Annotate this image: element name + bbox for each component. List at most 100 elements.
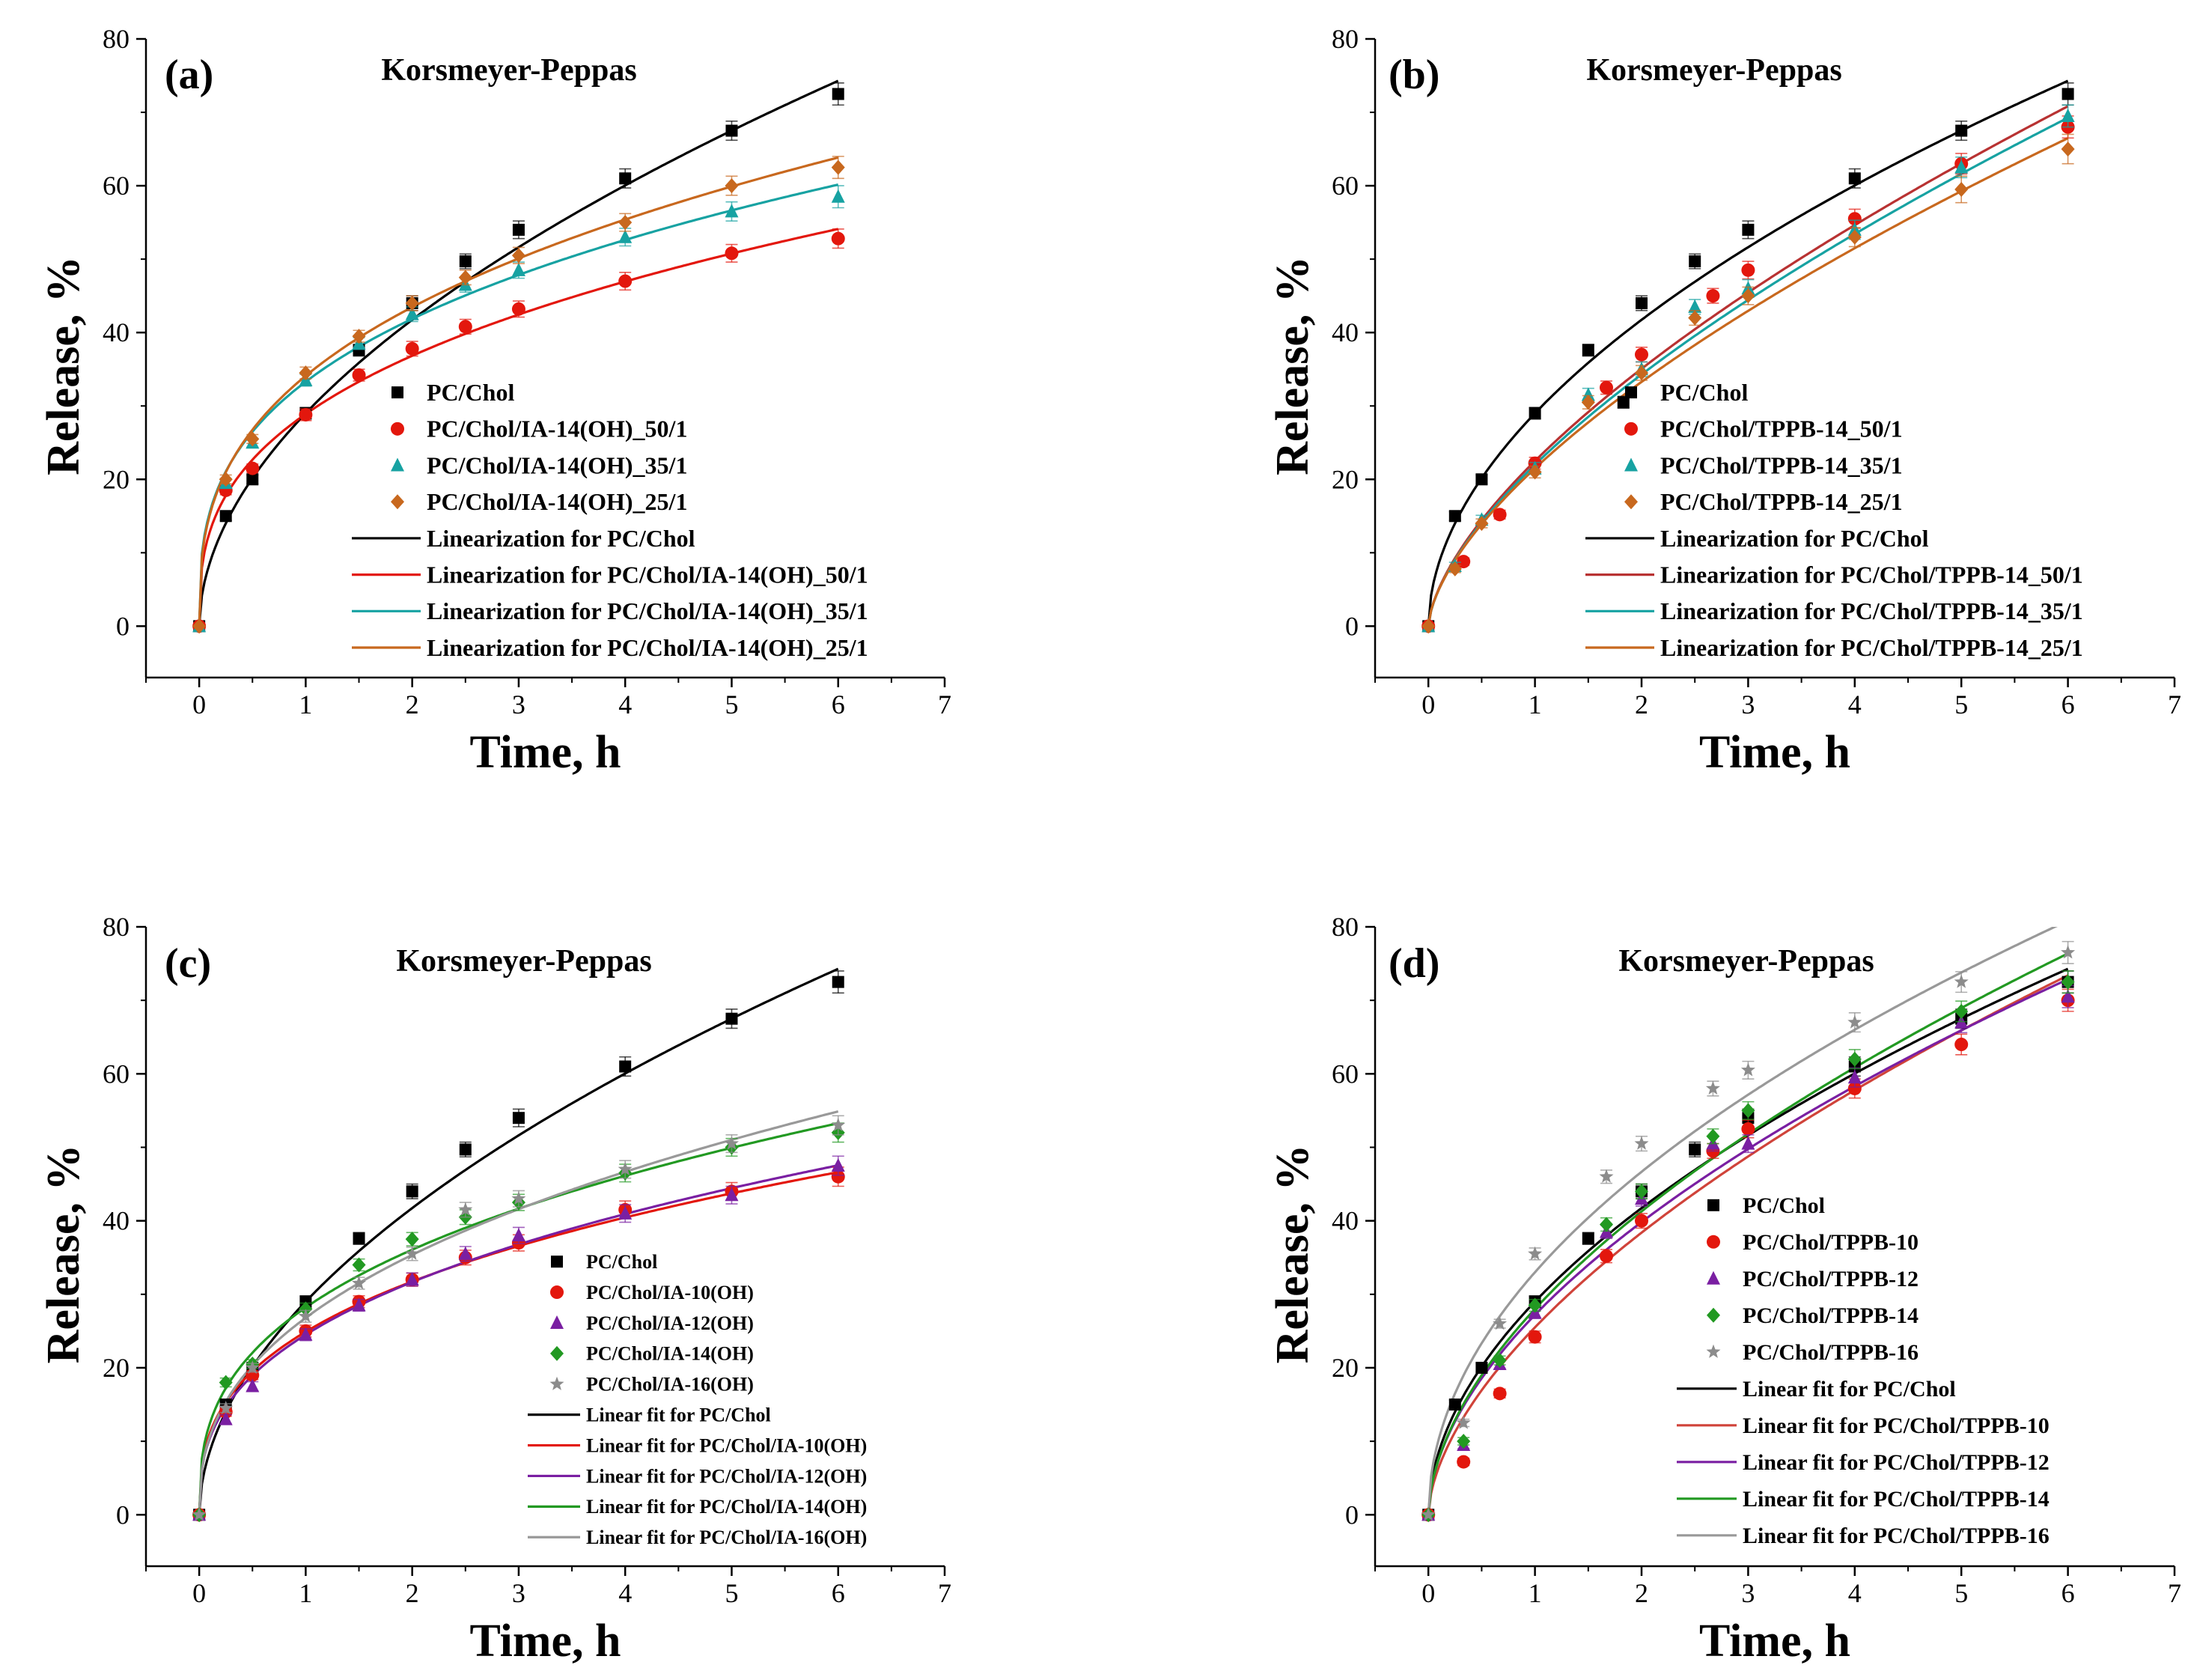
legend-label: Linearization for PC/Chol/TPPB-14_25/1 (1660, 634, 2083, 661)
x-tick-label: 3 (512, 690, 525, 719)
series-pc-chol-tppb-16 (1421, 940, 2076, 1521)
data-point (245, 1360, 260, 1375)
legend-marker (550, 1345, 564, 1361)
data-point (831, 159, 845, 175)
legend-marker (391, 494, 404, 510)
data-point (1688, 310, 1702, 326)
fit-line-linearization-for-pc-chol-tppb-14-25-1 (1427, 137, 2069, 627)
legend-label: PC/Chol/TPPB-10 (1743, 1230, 1919, 1255)
data-point (2061, 88, 2074, 100)
legend-marker (1707, 1307, 1720, 1323)
x-tick-label: 4 (1848, 690, 1862, 719)
data-point (458, 320, 472, 334)
legend-marker (1707, 1270, 1720, 1285)
data-point (1741, 288, 1755, 304)
legend-label: Linear fit for PC/Chol/TPPB-12 (1743, 1450, 2050, 1475)
data-point (1448, 510, 1461, 523)
panel-a: 0 1 2 3 4 5 6 7 0 20 40 60 80 Time, h Release, % (a) Kor… (38, 24, 951, 778)
data-point (1847, 1081, 1862, 1095)
data-point (1847, 1014, 1862, 1029)
legend-marker (1625, 386, 1637, 399)
data-point (405, 1232, 419, 1247)
legend-label: PC/Chol/IA-12(OH) (586, 1312, 754, 1334)
data-point (298, 1309, 313, 1323)
data-point (832, 976, 844, 988)
y-tick-label: 0 (1345, 611, 1359, 641)
series-pc-chol-ia-14-oh-25-1 (192, 156, 845, 634)
legend-marker (551, 1256, 563, 1268)
data-point (1448, 1399, 1461, 1411)
data-point (2061, 141, 2075, 157)
legend-label: PC/Chol/TPPB-12 (1743, 1267, 1919, 1291)
data-point (1689, 255, 1701, 268)
data-point (219, 472, 233, 487)
legend-marker (550, 1315, 564, 1329)
x-axis-label: Time, h (1699, 727, 1850, 778)
data-point (512, 1112, 525, 1124)
data-point (831, 1169, 845, 1184)
legend-label: Linearization for PC/Chol/IA-14(OH)_25/1 (427, 634, 868, 661)
series-pc-chol-ia-16-oh (192, 1115, 846, 1521)
data-point (1600, 380, 1614, 395)
data-point (2061, 945, 2076, 959)
data-point (1421, 1507, 1436, 1521)
data-point (246, 431, 260, 447)
y-tick-label: 0 (1345, 1500, 1359, 1530)
data-point (618, 1205, 633, 1220)
data-point (1581, 395, 1595, 410)
legend-label: Linear fit for PC/Chol/TPPB-14 (1743, 1487, 2050, 1512)
fit-line-linear-fit-for-pc-chol-ia-12-oh (198, 1164, 839, 1515)
x-tick-label: 2 (1635, 690, 1648, 719)
legend: PC/Chol PC/Chol/TPPB-14_50/1 PC/Chol/TPPB-… (1585, 379, 2083, 661)
data-point (352, 1297, 366, 1312)
x-tick-label: 2 (1635, 1578, 1648, 1608)
data-point (1741, 263, 1755, 277)
data-point (459, 255, 472, 268)
x-tick-label: 4 (618, 690, 632, 719)
data-point (2061, 108, 2075, 122)
x-tick-label: 7 (938, 1578, 951, 1608)
legend-label: Linear fit for PC/Chol/IA-14(OH) (586, 1496, 867, 1518)
chart-title: Korsmeyer-Peppas (396, 944, 651, 979)
data-point (1456, 1415, 1471, 1429)
x-tick-label: 5 (1954, 690, 1968, 719)
data-point (299, 365, 313, 381)
legend-label: Linear fit for PC/Chol/IA-16(OH) (586, 1527, 867, 1548)
legend-label: PC/Chol/IA-14(OH)_35/1 (427, 451, 687, 478)
x-tick-label: 7 (938, 690, 951, 719)
data-point (1705, 1081, 1720, 1095)
y-tick-label: 80 (1332, 24, 1359, 54)
series-pc-chol-tppb-14-50-1 (1421, 115, 2075, 633)
y-tick-label: 20 (1332, 1353, 1359, 1383)
x-tick-label: 3 (1741, 690, 1755, 719)
data-point (1741, 1103, 1755, 1119)
data-point (831, 231, 845, 246)
data-point (1581, 387, 1595, 401)
x-tick-label: 1 (299, 1578, 312, 1608)
x-tick-label: 1 (1529, 690, 1542, 719)
x-tick-label: 5 (725, 690, 738, 719)
legend-label: Linear fit for PC/Chol/IA-10(OH) (586, 1434, 867, 1456)
data-point (1529, 407, 1541, 420)
x-tick-label: 4 (618, 1578, 632, 1608)
data-point (725, 1187, 739, 1202)
chart-title: Korsmeyer-Peppas (1618, 944, 1874, 979)
panel-c: 0 1 2 3 4 5 6 7 0 20 40 60 80 Time, h Release, % (c) Kor… (38, 912, 951, 1667)
data-point (1582, 344, 1594, 356)
data-point (1954, 1003, 1969, 1019)
data-point (1636, 296, 1648, 309)
y-tick-label: 80 (103, 912, 129, 942)
legend-label: PC/Chol/IA-16(OH) (586, 1374, 754, 1396)
data-point (2061, 989, 2075, 1003)
legend-marker (1624, 421, 1638, 436)
series-pc-chol-ia-12-oh (192, 1155, 845, 1521)
x-tick-label: 5 (1954, 1578, 1968, 1608)
data-point (831, 189, 845, 203)
x-tick-label: 2 (406, 690, 419, 719)
legend-label: PC/Chol/IA-10(OH) (586, 1282, 754, 1303)
legend-label: PC/Chol/IA-14(OH)_50/1 (427, 416, 687, 442)
legend: PC/Chol PC/Chol/IA-14(OH)_50/1 PC/Chol/IA-… (352, 379, 868, 661)
legend-label: PC/Chol (427, 379, 514, 406)
data-point (1582, 1232, 1594, 1245)
data-point (511, 1191, 526, 1205)
